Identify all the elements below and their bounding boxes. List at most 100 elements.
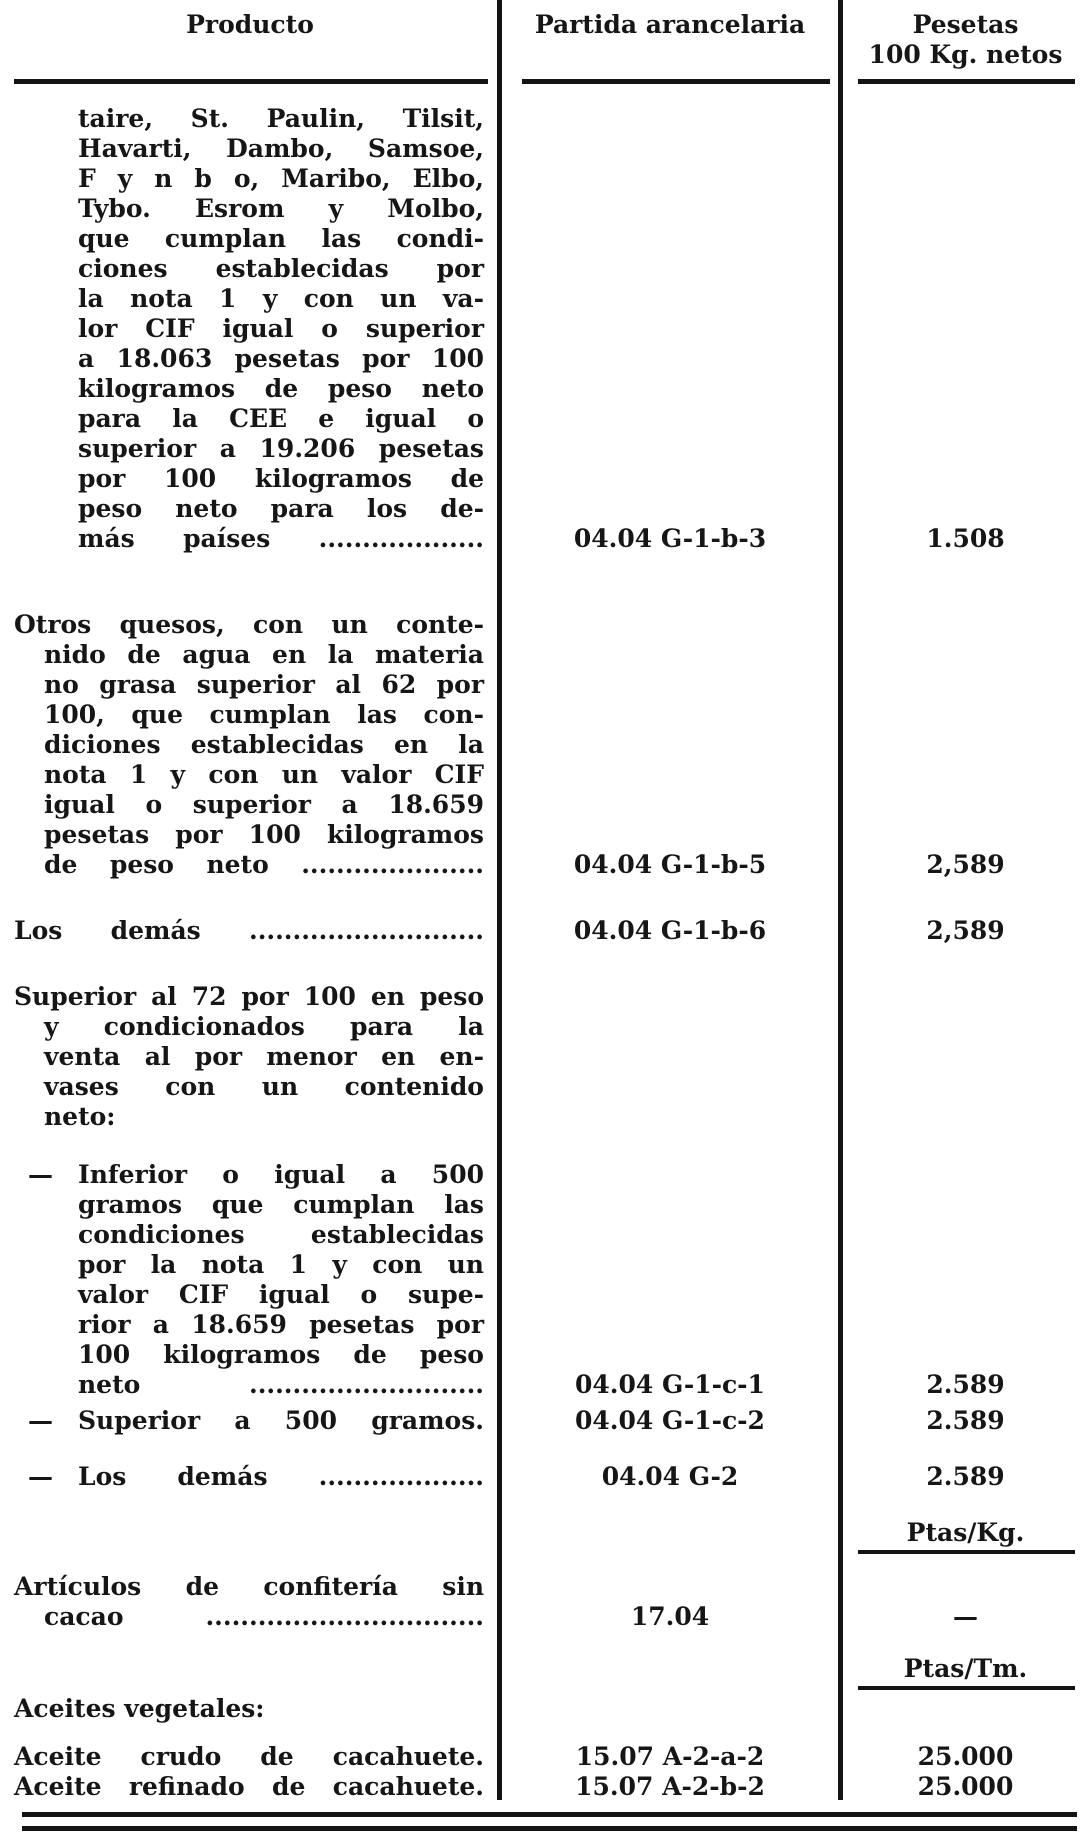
producto-line: diciones establecidas en la [44,730,484,759]
header-underline [858,79,1075,84]
column-divider [497,0,502,1800]
pesetas-value: — [953,1602,978,1631]
header-label-partida: Partida arancelaria [534,10,806,39]
pesetas-value: 2.589 [926,1406,1005,1435]
producto-line: valor CIF igual o supe- [78,1280,484,1309]
producto-line: que cumplan las condi- [78,224,484,253]
column-divider [838,0,843,1800]
table-row: Aceites vegetales: [0,1694,1091,1724]
dash-bullet: — [28,1406,53,1435]
pesetas-unit-label: Ptas/Kg. [906,1518,1025,1547]
producto-line: ciones establecidas por [78,254,484,283]
producto-line: nido de agua en la materia [44,640,484,669]
producto-line: Aceites vegetales: [14,1694,265,1723]
partida-code: 15.07 A-2-b-2 [575,1772,765,1801]
producto-line: Los demás ........................... [14,916,484,945]
producto-line: Tybo. Esrom y Molbo, [78,194,484,223]
producto-cell: Los demás ........................... [0,916,500,946]
producto-cell: Aceite refinado de cacahuete. [0,1772,500,1802]
producto-line: Otros quesos, con un conte- [14,610,484,639]
table-row: taire, St. Paulin, Tilsit, Havarti, Dambo… [0,104,1091,554]
table-row: — Inferior o igual a 500 gramos que cumpla… [0,1160,1091,1400]
table-row: Ptas/Tm. [0,1654,1091,1690]
dash-bullet: — [28,1462,53,1491]
producto-line: neto: [44,1102,116,1131]
producto-line: F y n b o, Maribo, Elbo, [78,164,484,193]
pesetas-cell: 2.589 [840,1462,1091,1492]
partida-cell: 04.04 G-2 [500,1462,840,1492]
table-row: Los demás ........................... 04.… [0,916,1091,946]
pesetas-cell: — [840,1602,1091,1632]
producto-cell: taire, St. Paulin, Tilsit, Havarti, Dambo… [0,104,500,554]
pesetas-unit-underline [858,1686,1075,1690]
producto-cell: — Inferior o igual a 500 gramos que cumpla… [0,1160,500,1400]
table-row: Aceite crudo de cacahuete. 15.07 A-2-a-2 2… [0,1742,1091,1772]
pesetas-cell: 1.508 [840,524,1091,554]
producto-line: más países ................... [78,524,484,553]
pesetas-value: 2,589 [926,850,1005,879]
table-row: Aceite refinado de cacahuete. 15.07 A-2-b… [0,1772,1091,1802]
partida-cell: 15.07 A-2-a-2 [500,1742,840,1772]
pesetas-unit-label: Ptas/Tm. [903,1654,1028,1683]
partida-cell: 17.04 [500,1602,840,1632]
producto-cell: — Los demás ................... [0,1462,500,1492]
header-underline [14,79,488,84]
producto-line: por la nota 1 y con un [78,1250,484,1279]
producto-cell: Aceites vegetales: [0,1694,500,1724]
producto-line: kilogramos de peso neto [78,374,484,403]
producto-line: cacao ................................ [44,1602,484,1631]
table-row: Artículos de confitería sin cacao .......… [0,1572,1091,1632]
producto-line: nota 1 y con un valor CIF [44,760,484,789]
pesetas-value: 25.000 [917,1772,1014,1801]
header-label-producto: Producto [186,10,314,39]
producto-line: Aceite crudo de cacahuete. [14,1742,484,1771]
pesetas-value: 2.589 [926,1462,1005,1491]
producto-line: Artículos de confitería sin [14,1572,484,1601]
producto-line: gramos que cumplan las [78,1190,484,1219]
producto-cell [0,1654,500,1690]
producto-line: 100, que cumplan las con- [44,700,484,729]
pesetas-value: 2,589 [926,916,1005,945]
partida-cell: 15.07 A-2-b-2 [500,1772,840,1802]
producto-line: Aceite refinado de cacahuete. [14,1772,484,1801]
table-header-row: Producto Partida arancelaria Pesetas 100… [0,0,1091,88]
partida-cell: 04.04 G-1-b-3 [500,524,840,554]
producto-line: no grasa superior al 62 por [44,670,484,699]
producto-line: venta al por menor en en- [44,1042,484,1071]
partida-code: 04.04 G-1-c-1 [575,1370,765,1399]
pesetas-value: 1.508 [926,524,1005,553]
producto-line: peso neto para los de- [78,494,484,523]
producto-line: vases con un contenido [44,1072,484,1101]
pesetas-value: 25.000 [917,1742,1014,1771]
producto-line: neto ........................... [78,1370,484,1399]
header-cell-producto: Producto [0,10,500,88]
pesetas-cell: 2,589 [840,916,1091,946]
producto-line: pesetas por 100 kilogramos [44,820,484,849]
producto-line: igual o superior a 18.659 [44,790,484,819]
producto-cell: — Superior a 500 gramos. [0,1406,500,1436]
producto-line: superior a 19.206 pesetas [78,434,484,463]
partida-cell: 04.04 G-1-c-1 [500,1370,840,1400]
producto-line: Havarti, Dambo, Samsoe, [78,134,484,163]
producto-cell [0,1518,500,1554]
header-cell-partida: Partida arancelaria [500,10,840,88]
producto-line: lor CIF igual o superior [78,314,484,343]
pesetas-unit-underline [858,1550,1075,1554]
pesetas-cell: Ptas/Tm. [840,1654,1091,1690]
partida-code: 15.07 A-2-a-2 [575,1742,765,1771]
table-row: Ptas/Kg. [0,1518,1091,1554]
table-row: Otros quesos, con un conte-nido de agua … [0,610,1091,880]
header-cell-pesetas: Pesetas 100 Kg. netos [840,10,1091,88]
header-sublabel-pesetas: 100 Kg. netos [868,40,1063,69]
producto-line: 100 kilogramos de peso [78,1340,484,1369]
partida-cell: 04.04 G-1-b-5 [500,850,840,880]
bottom-double-rule [22,1812,1077,1831]
pesetas-cell: 2.589 [840,1370,1091,1400]
producto-cell: Artículos de confitería sin cacao .......… [0,1572,500,1632]
partida-code: 04.04 G-1-b-3 [573,524,767,553]
producto-line: Superior a 500 gramos. [78,1406,484,1435]
table-row: — Superior a 500 gramos. 04.04 G-1-c-2 2.58… [0,1406,1091,1436]
producto-line: rior a 18.659 pesetas por [78,1310,484,1339]
pesetas-value: 2.589 [926,1370,1005,1399]
